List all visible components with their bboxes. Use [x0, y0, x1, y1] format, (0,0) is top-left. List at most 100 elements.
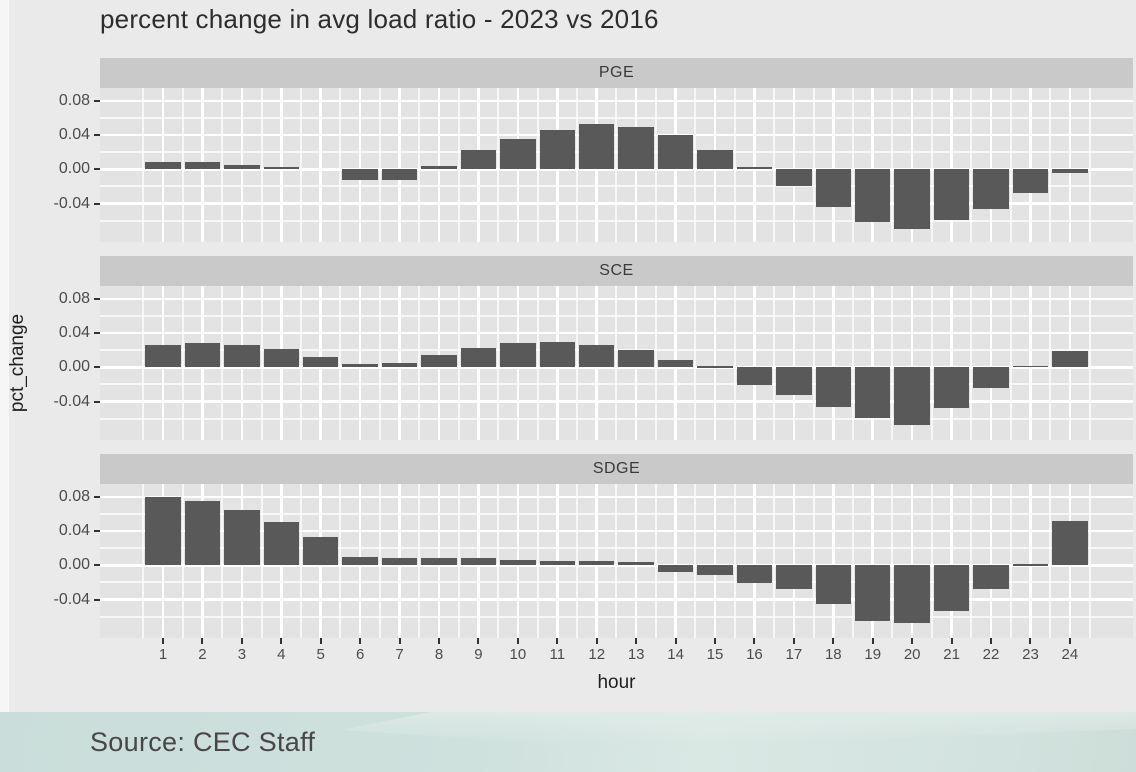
- y-tick-label: 0.08: [58, 289, 90, 307]
- gridline-major: [280, 88, 283, 242]
- gridline-major: [100, 331, 1133, 335]
- y-tick-mark: [94, 495, 100, 498]
- x-tick-mark: [477, 638, 480, 644]
- bar-pge-hour-15: [697, 149, 733, 170]
- gridline-minor: [654, 484, 657, 638]
- gridline-minor: [142, 484, 145, 638]
- gridline-minor: [418, 286, 421, 440]
- x-tick-label: 16: [746, 646, 763, 663]
- x-tick-label: 17: [785, 646, 803, 663]
- gridline-minor: [221, 88, 224, 242]
- gridline-major: [634, 484, 638, 638]
- gridline-minor: [615, 88, 618, 242]
- x-tick-mark: [201, 638, 204, 644]
- gridline-minor: [1088, 88, 1091, 242]
- x-tick-label: 18: [824, 646, 842, 663]
- gridline-minor: [773, 88, 776, 242]
- gridline-major: [910, 484, 914, 638]
- x-tick-mark: [911, 638, 914, 644]
- gridline-major: [100, 495, 1133, 499]
- gridline-minor: [970, 88, 973, 242]
- bar-sce-hour-1: [145, 345, 181, 368]
- y-tick-mark: [94, 530, 100, 533]
- gridline-minor: [615, 286, 618, 440]
- bar-pge-hour-13: [618, 126, 654, 170]
- gridline-major: [674, 484, 677, 638]
- bar-sdge-hour-11: [539, 561, 576, 566]
- gridline-minor: [181, 286, 184, 440]
- bar-sdge-hour-20: [894, 565, 930, 624]
- gridline-minor: [891, 484, 894, 638]
- bar-pge-hour-17: [776, 169, 812, 186]
- gridline-minor: [100, 219, 1133, 222]
- facet-panel-sdge: [100, 484, 1133, 638]
- x-tick-mark: [438, 638, 440, 644]
- x-tick-mark: [359, 638, 362, 644]
- gridline-minor: [142, 88, 145, 242]
- gridline-major: [832, 88, 835, 242]
- bar-sce-hour-4: [263, 349, 300, 368]
- bar-sdge-hour-19: [854, 565, 891, 621]
- gridline-major: [950, 286, 953, 440]
- gridline-major: [100, 598, 1133, 601]
- bar-sdge-hour-16: [736, 565, 773, 584]
- y-tick-label: 0.04: [58, 324, 90, 342]
- x-tick-label: 23: [1022, 646, 1039, 663]
- gridline-minor: [100, 116, 1133, 119]
- bar-pge-hour-9: [460, 150, 497, 170]
- gridline-major: [100, 168, 1133, 171]
- gridline-minor: [100, 417, 1133, 420]
- gridline-major: [871, 484, 874, 638]
- gridline-major: [792, 88, 796, 242]
- gridline-major: [950, 88, 953, 242]
- x-tick-label: 13: [627, 646, 645, 663]
- y-tick-label: 0.04: [58, 126, 90, 144]
- bar-pge-hour-12: [578, 123, 615, 170]
- gridline-minor: [418, 484, 421, 638]
- gridline-minor: [339, 484, 342, 638]
- y-tick-mark: [94, 598, 100, 601]
- gridline-major: [910, 88, 914, 242]
- bar-sdge-hour-17: [776, 565, 812, 590]
- gridline-minor: [260, 484, 263, 638]
- bar-sce-hour-11: [539, 341, 576, 368]
- facet-panel-sce: [100, 286, 1133, 440]
- gridline-minor: [694, 286, 697, 440]
- x-tick-label: 11: [549, 646, 566, 663]
- gridline-major: [100, 529, 1133, 533]
- gridline-minor: [773, 484, 776, 638]
- gridline-minor: [654, 286, 657, 440]
- x-tick-label: 6: [355, 646, 365, 663]
- facet-strip-sdge: SDGE: [100, 454, 1133, 484]
- y-tick-mark: [94, 400, 100, 403]
- y-tick-mark: [94, 134, 100, 137]
- gridline-minor: [497, 484, 500, 638]
- gridline-major: [1029, 88, 1032, 242]
- y-tick-label: 0.00: [58, 160, 90, 178]
- x-tick-label: 1: [158, 646, 168, 663]
- x-tick-label: 8: [434, 646, 444, 663]
- facet-label: PGE: [598, 64, 635, 81]
- x-tick-label: 15: [706, 646, 724, 663]
- x-tick-mark: [162, 638, 164, 644]
- bar-sce-hour-5: [302, 357, 339, 368]
- x-tick-mark: [792, 638, 795, 644]
- gridline-minor: [181, 88, 184, 242]
- gridline-minor: [970, 484, 973, 638]
- x-tick-mark: [516, 638, 519, 644]
- bar-sce-hour-21: [933, 367, 970, 409]
- gridline-minor: [1009, 286, 1012, 440]
- y-axis-title: pct_change: [7, 313, 28, 413]
- x-tick-label: 3: [237, 646, 247, 663]
- x-axis-title: hour: [597, 672, 636, 693]
- facet-strip-sce: SCE: [100, 256, 1133, 286]
- gridline-minor: [536, 484, 539, 638]
- bar-pge-hour-11: [539, 129, 576, 170]
- x-tick-mark: [280, 638, 283, 644]
- bar-sce-hour-15: [697, 366, 733, 368]
- bar-sce-hour-22: [973, 367, 1009, 388]
- gridline-major: [989, 484, 993, 638]
- bar-pge-hour-3: [224, 165, 260, 170]
- gridline-major: [437, 88, 441, 242]
